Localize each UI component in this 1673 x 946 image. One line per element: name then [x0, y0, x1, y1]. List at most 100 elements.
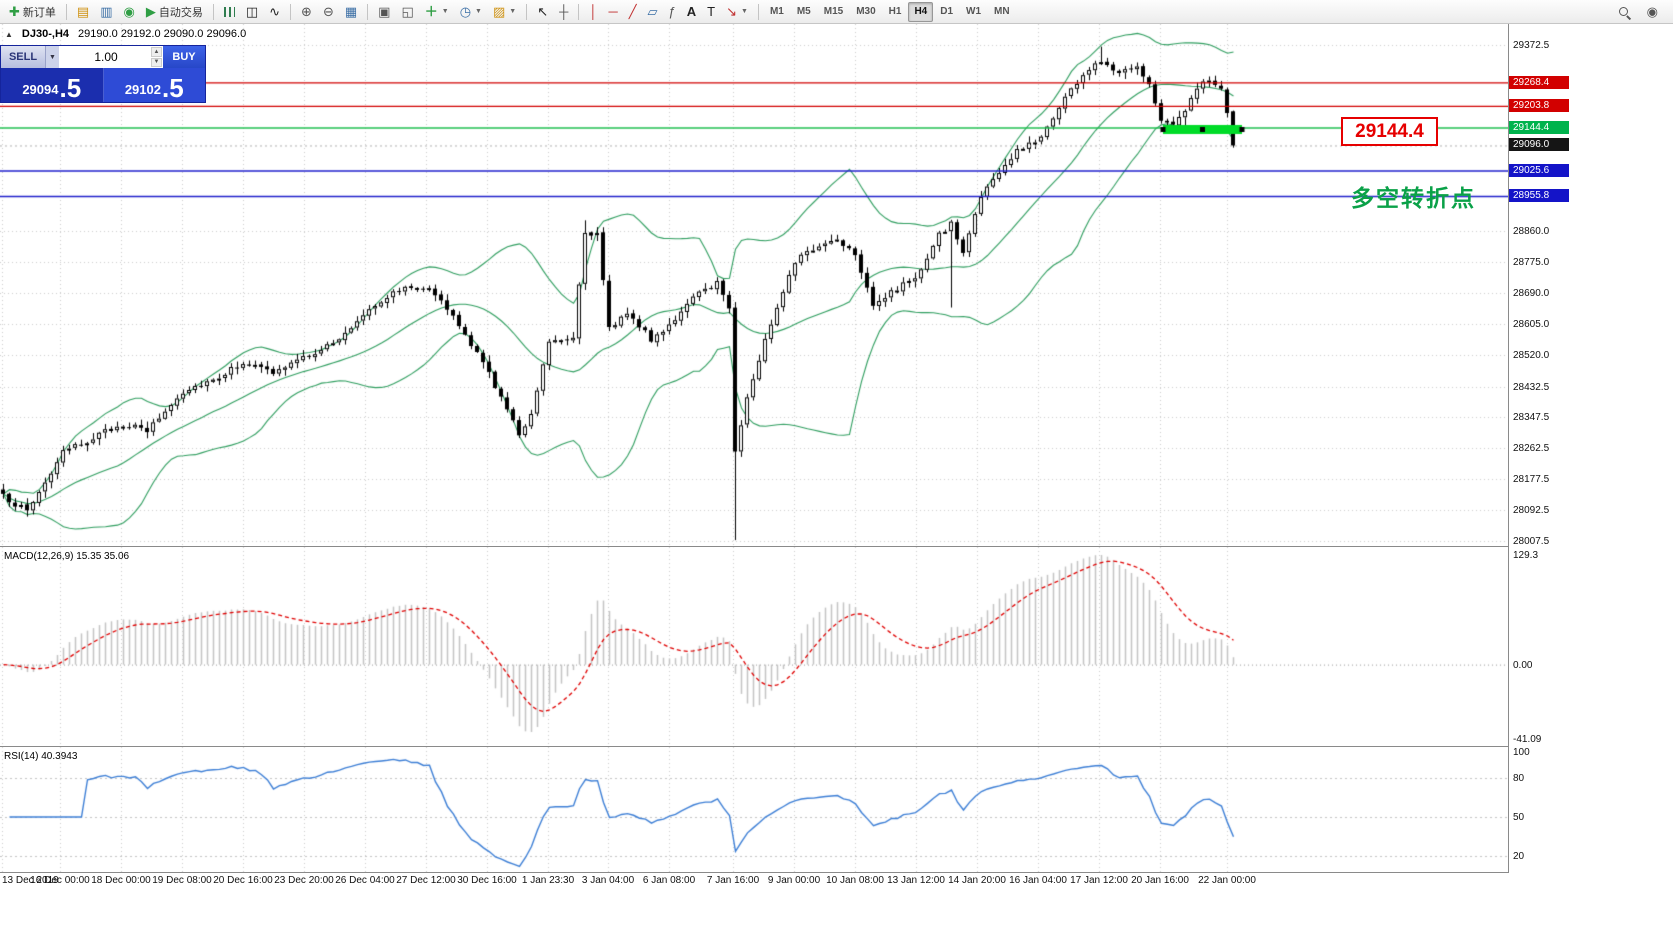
- one-click-collapse-icon[interactable]: ▲: [5, 29, 13, 39]
- trendline-button[interactable]: ╱: [624, 1, 642, 23]
- timeframe-button-H1[interactable]: H1: [888, 6, 902, 17]
- volume-input[interactable]: [59, 46, 163, 68]
- separator: [757, 3, 759, 20]
- buy-button[interactable]: BUY: [163, 46, 205, 68]
- alerts-button[interactable]: ◉: [119, 1, 140, 23]
- text-button[interactable]: A: [682, 1, 701, 23]
- timeframe-button-D1[interactable]: D1: [940, 6, 954, 17]
- periods-button[interactable]: ◷ ▼: [455, 1, 487, 23]
- macd-panel-canvas[interactable]: [0, 547, 1508, 746]
- timeframe-button-M30[interactable]: M30: [856, 6, 876, 17]
- cursor-button[interactable]: ↖: [532, 1, 553, 23]
- channel-button[interactable]: ▱: [643, 1, 663, 23]
- time-axis-label: 13 Jan 12:00: [887, 875, 945, 886]
- grid-button[interactable]: ▦: [340, 1, 362, 23]
- vertical-line-icon: │: [589, 4, 598, 19]
- time-axis-label: 13 Dec 2019: [2, 875, 59, 886]
- price-chart-canvas[interactable]: [0, 24, 1508, 546]
- auto-trading-label: 自动交易: [158, 6, 203, 19]
- new-order-button[interactable]: ✚ 新订单: [4, 1, 61, 23]
- timeframe-button-M1[interactable]: M1: [769, 6, 784, 17]
- rsi-axis-label: 100: [1513, 747, 1530, 758]
- price-axis-tick: 28432.5: [1513, 381, 1550, 393]
- rsi-panel-canvas[interactable]: [0, 747, 1508, 872]
- price-axis-marker: 29025.6: [1509, 164, 1569, 178]
- cursor-icon: ↖: [537, 4, 549, 19]
- turning-point-note[interactable]: 多空转折点: [1351, 185, 1476, 211]
- candlestick-chart-button[interactable]: ◫: [241, 1, 263, 23]
- price-alert-box[interactable]: 29144.4: [1341, 117, 1438, 146]
- fibonacci-icon: ƒ: [668, 4, 676, 19]
- price-axis-tick: 28092.5: [1513, 505, 1550, 517]
- time-axis-label: 14 Jan 20:00: [948, 875, 1006, 886]
- horizontal-line-button[interactable]: ─: [603, 1, 622, 23]
- cascade-windows-button[interactable]: ◱: [396, 1, 418, 23]
- macd-splitter[interactable]: [0, 546, 1570, 547]
- price-axis-tick: 28775.0: [1513, 257, 1550, 269]
- fibonacci-button[interactable]: ƒ: [664, 1, 681, 23]
- volume-down-icon[interactable]: ▼: [151, 57, 162, 67]
- price-axis[interactable]: 29372.5 28860.0 28775.0 28690.0 28605.0 28520…: [1508, 24, 1673, 890]
- templates-button[interactable]: ▨ ▼: [488, 1, 521, 23]
- time-axis-label: 22 Jan 00:00: [1198, 875, 1256, 886]
- zoom-out-button[interactable]: ⊖: [318, 1, 339, 23]
- search-button[interactable]: [1612, 1, 1636, 23]
- macd-label: MACD(12,26,9) 15.35 35.06: [4, 551, 130, 562]
- alerts-icon: ◉: [123, 4, 135, 19]
- rsi-splitter[interactable]: [0, 746, 1570, 747]
- vertical-line-button[interactable]: │: [584, 1, 602, 23]
- buy-price[interactable]: 29102 .5: [102, 68, 205, 102]
- community-icon: ◉: [1646, 4, 1658, 19]
- clock-icon: ◷: [459, 4, 472, 19]
- sell-button[interactable]: SELL: [1, 46, 45, 68]
- time-axis[interactable]: 13 Dec 2019 16 Dec 00:00 18 Dec 00:00 19 De…: [0, 873, 1570, 890]
- price-axis-tick: 28860.0: [1513, 226, 1550, 238]
- time-axis-label: 30 Dec 16:00: [457, 875, 517, 886]
- rsi-axis-label: 80: [1513, 773, 1525, 784]
- chevron-down-icon: ▼: [441, 8, 449, 15]
- rsi-axis-label: 20: [1513, 851, 1525, 862]
- price-axis-tick: 28007.5: [1513, 536, 1550, 547]
- line-chart-button[interactable]: ∿: [264, 1, 285, 23]
- time-axis-label: 16 Jan 04:00: [1009, 875, 1067, 886]
- zoom-in-icon: ⊕: [301, 4, 312, 19]
- auto-trading-button[interactable]: ▶ 自动交易: [141, 1, 208, 23]
- time-axis-label: 9 Jan 00:00: [767, 875, 821, 886]
- indicators-button[interactable]: ＋ ▼: [420, 1, 454, 23]
- time-axis-label: 3 Jan 04:00: [581, 875, 635, 886]
- zoom-in-button[interactable]: ⊕: [296, 1, 317, 23]
- text-label-button[interactable]: T: [702, 1, 720, 23]
- sell-options-caret[interactable]: ▼: [45, 46, 59, 68]
- time-axis-label: 26 Dec 04:00: [335, 875, 395, 886]
- price-axis-tick: 28177.5: [1513, 474, 1550, 486]
- timeframe-button-M5[interactable]: M5: [796, 6, 811, 17]
- crosshair-icon: ┼: [559, 4, 569, 19]
- arrows-button[interactable]: ↘ ▼: [721, 1, 753, 23]
- charts-profile-icon: ▥: [100, 4, 113, 19]
- auto-trading-icon: ▶: [145, 4, 156, 19]
- tile-windows-icon: ▣: [378, 4, 391, 19]
- macd-axis-label: -41.09: [1513, 734, 1542, 745]
- separator: [367, 3, 369, 20]
- tile-windows-button[interactable]: ▣: [373, 1, 395, 23]
- sell-price[interactable]: 29094 .5: [1, 68, 103, 102]
- grid-icon: ▦: [344, 4, 358, 19]
- timeframe-toolbar: M1 M5 M15 M30 H1 H4 D1 W1 MN: [764, 1, 1016, 22]
- time-axis-label: 17 Jan 12:00: [1070, 875, 1128, 886]
- community-button[interactable]: ◉: [1642, 1, 1663, 23]
- timeframe-button-M15[interactable]: M15: [823, 6, 844, 17]
- text-label-icon: T: [707, 4, 716, 19]
- timeframe-button-MN[interactable]: MN: [994, 6, 1010, 17]
- price-axis-marker: 29268.4: [1509, 75, 1569, 89]
- timeframe-button-H4[interactable]: H4: [908, 1, 934, 22]
- market-watch-button[interactable]: ▤: [72, 1, 94, 23]
- chevron-down-icon: ▼: [741, 8, 748, 15]
- charts-profile-button[interactable]: ▥: [95, 1, 117, 23]
- rsi-axis-label: 50: [1513, 812, 1525, 823]
- price-axis-tick: 28690.0: [1513, 288, 1550, 299]
- time-axis-label: 16 Dec 00:00: [30, 875, 90, 886]
- bar-chart-button[interactable]: [219, 1, 240, 23]
- crosshair-button[interactable]: ┼: [554, 1, 573, 23]
- volume-up-icon[interactable]: ▲: [151, 47, 162, 57]
- timeframe-button-W1[interactable]: W1: [966, 6, 982, 17]
